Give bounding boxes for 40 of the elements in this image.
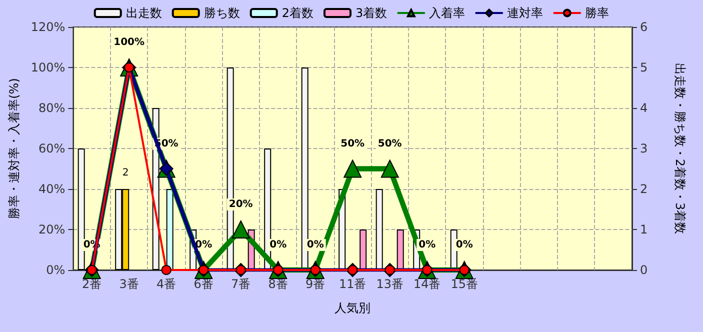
x-axis-title: 人気別 xyxy=(334,301,371,315)
x-tick-label: 14番 xyxy=(413,277,441,291)
y2-tick-label: 5 xyxy=(640,60,648,74)
y2-tick-label: 3 xyxy=(640,142,648,156)
data-label: 0% xyxy=(270,240,287,250)
data-label: 0% xyxy=(456,240,473,250)
data-label: 50% xyxy=(378,138,402,150)
x-tick-label: 7番 xyxy=(231,277,251,291)
data-label: 20% xyxy=(228,199,253,210)
legend-label: 勝率 xyxy=(585,6,610,20)
legend-label: 連対率 xyxy=(507,6,544,20)
y-tick-label: 100% xyxy=(30,60,66,74)
legend-label: 2着数 xyxy=(282,6,314,20)
y2-tick-label: 6 xyxy=(640,20,648,34)
x-tick-label: 11番 xyxy=(338,277,366,291)
y-tick-label: 120% xyxy=(30,20,66,34)
legend-label: 勝ち数 xyxy=(204,6,240,20)
x-tick-label: 15番 xyxy=(450,277,478,291)
legend-label: 入着率 xyxy=(429,6,466,20)
y-tick-label: 20% xyxy=(38,222,66,236)
data-label: 50% xyxy=(340,138,365,150)
data-label: 0% xyxy=(418,240,436,250)
y2-tick-label: 4 xyxy=(640,101,648,115)
data-label: 2 xyxy=(122,168,129,178)
y-tick-label: 80% xyxy=(38,101,66,115)
legend-label: 出走数 xyxy=(126,6,162,20)
x-tick-label: 3番 xyxy=(119,277,139,291)
y2-tick-label: 2 xyxy=(640,182,648,196)
data-label: 100% xyxy=(114,37,145,48)
y2-axis-title: 出走数・勝ち数・2着数・3着数 xyxy=(673,62,687,234)
y-tick-label: 60% xyxy=(38,142,66,156)
data-label: 0% xyxy=(306,240,324,250)
legend-label: 3着数 xyxy=(356,6,388,20)
y-axis-title: 勝率・連対率・入着率(%) xyxy=(7,78,21,219)
y2-tick-label: 1 xyxy=(640,222,648,236)
x-tick-label: 13番 xyxy=(376,277,404,291)
y-tick-label: 40% xyxy=(38,182,66,196)
y-tick-label: 0% xyxy=(46,263,66,277)
y2-tick-label: 0 xyxy=(640,263,648,277)
x-tick-label: 4番 xyxy=(156,277,176,291)
